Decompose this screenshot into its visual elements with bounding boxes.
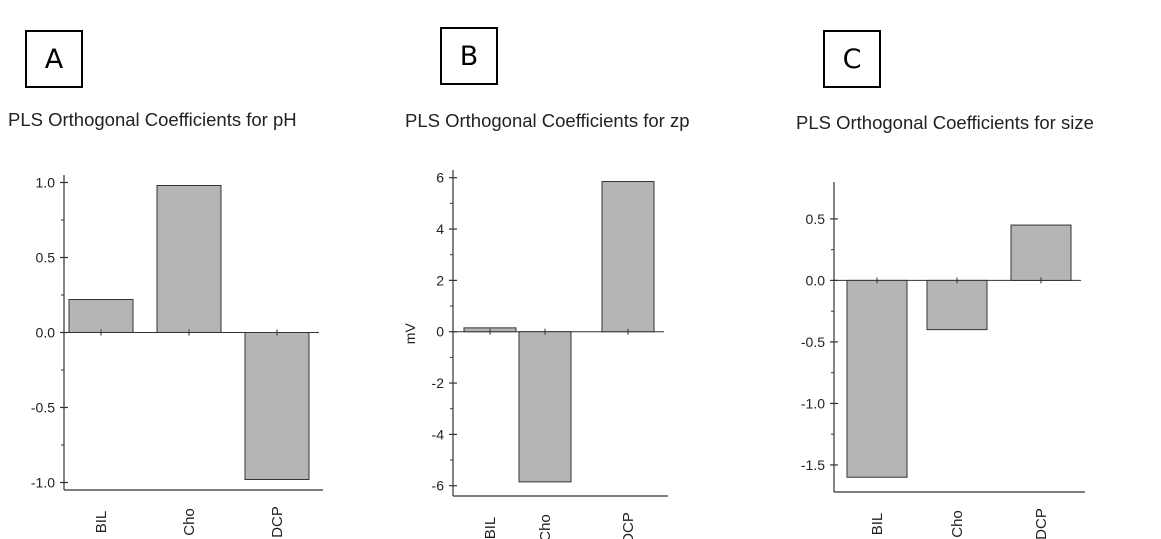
chart-title: PLS Orthogonal Coefficients for pH bbox=[8, 109, 297, 130]
y-tick-label: -0.5 bbox=[801, 334, 825, 350]
chart-title: PLS Orthogonal Coefficients for size bbox=[796, 112, 1094, 133]
y-tick-label: -0.5 bbox=[31, 400, 55, 416]
panel-label-c: C bbox=[823, 30, 881, 88]
bar-dcp bbox=[244, 332, 310, 480]
category-label-cho: Cho bbox=[537, 514, 554, 539]
y-tick-label: 0.5 bbox=[806, 211, 826, 227]
category-label-bil: BIL bbox=[869, 513, 886, 536]
category-label-cho: Cho bbox=[181, 508, 198, 536]
bar-bil bbox=[846, 279, 908, 478]
y-tick-label: 0.0 bbox=[806, 272, 826, 288]
category-label-cho: Cho bbox=[949, 510, 966, 538]
panel-letter-a: A bbox=[44, 43, 64, 75]
panel-letter-c: C bbox=[842, 43, 862, 75]
y-tick-label: -1.5 bbox=[801, 457, 825, 473]
y-tick-label: 1.0 bbox=[36, 175, 56, 191]
bar-cho bbox=[156, 185, 222, 333]
bar-cho bbox=[518, 331, 572, 483]
bar-cho bbox=[926, 279, 988, 331]
chart-title: PLS Orthogonal Coefficients for zp bbox=[405, 110, 690, 131]
panel-letter-b: B bbox=[459, 40, 479, 72]
y-axis-label: mV bbox=[402, 323, 418, 345]
y-tick-label: 0 bbox=[436, 324, 444, 340]
y-tick-label: 6 bbox=[436, 170, 444, 186]
y-tick-label: 0.5 bbox=[36, 250, 56, 266]
panel-label-a: A bbox=[25, 30, 83, 88]
category-label-bil: BIL bbox=[93, 511, 110, 534]
y-tick-label: -6 bbox=[432, 478, 445, 494]
y-tick-label: -1.0 bbox=[801, 395, 825, 411]
y-tick-label: -2 bbox=[432, 375, 445, 391]
category-label-dcp: DCP bbox=[269, 506, 286, 538]
category-label-dcp: DCP bbox=[620, 512, 637, 539]
y-tick-label: 2 bbox=[436, 272, 444, 288]
category-label-dcp: DCP bbox=[1033, 508, 1050, 539]
panel-label-b: B bbox=[440, 27, 498, 85]
bar-dcp bbox=[601, 181, 655, 333]
y-tick-label: -1.0 bbox=[31, 475, 55, 491]
category-label-bil: BIL bbox=[482, 517, 499, 539]
y-tick-label: 0.0 bbox=[36, 325, 56, 341]
bar-bil bbox=[68, 299, 134, 333]
bar-dcp bbox=[1010, 224, 1072, 281]
y-tick-label: 4 bbox=[436, 221, 444, 237]
y-tick-label: -4 bbox=[432, 426, 445, 442]
